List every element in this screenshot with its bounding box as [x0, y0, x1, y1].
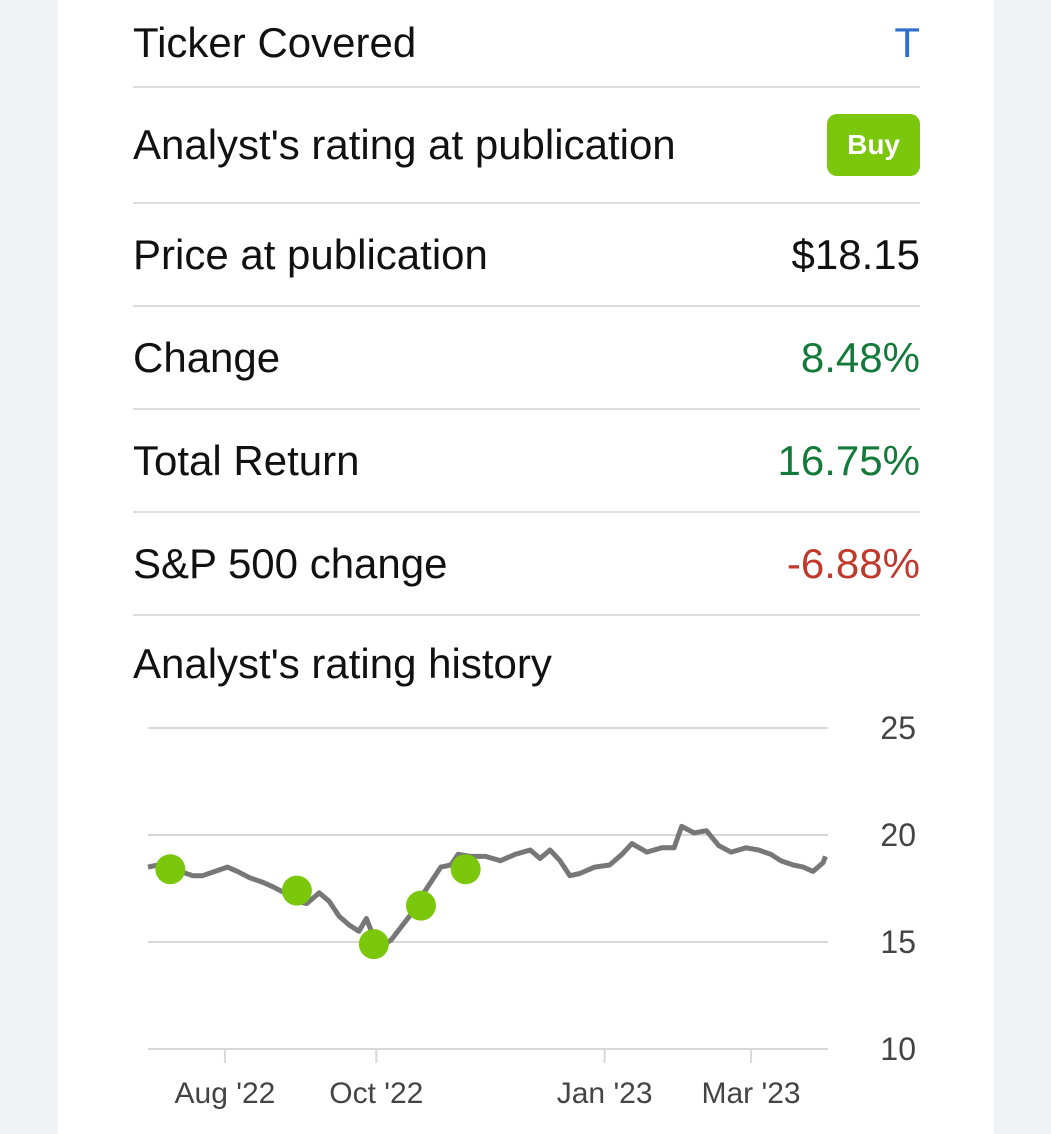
y-tick-label: 10 — [880, 1031, 916, 1067]
price-row: Price at publication $18.15 — [133, 204, 920, 307]
total-return-label: Total Return — [133, 436, 360, 484]
sp500-label: S&P 500 change — [133, 539, 448, 587]
ticker-label: Ticker Covered — [133, 19, 417, 66]
rating-history-title: Analyst's rating history — [133, 640, 552, 687]
x-tick-label: Oct '22 — [329, 1077, 423, 1110]
rating-marker — [155, 854, 186, 885]
rating-marker — [358, 929, 389, 960]
total-return-value: 16.75% — [777, 436, 920, 484]
change-value: 8.48% — [800, 333, 920, 381]
rating-label: Analyst's rating at publication — [133, 121, 676, 168]
change-row: Change 8.48% — [133, 307, 920, 410]
ticker-row: Ticker Covered T — [133, 0, 920, 88]
total-return-row: Total Return 16.75% — [133, 410, 920, 513]
article-summary-card: Ticker Covered T Analyst's rating at pub… — [58, 0, 994, 1134]
rating-badge: Buy — [827, 114, 920, 176]
rating-marker — [450, 854, 481, 885]
y-tick-label: 25 — [880, 710, 916, 746]
price-label: Price at publication — [133, 230, 488, 278]
change-label: Change — [133, 333, 281, 381]
x-tick-label: Mar '23 — [702, 1077, 801, 1110]
sp500-value: -6.88% — [786, 539, 920, 587]
sp500-row: S&P 500 change -6.88% — [133, 513, 920, 616]
y-tick-label: 20 — [880, 817, 916, 853]
rating-row: Analyst's rating at publication Buy — [133, 88, 920, 204]
price-value: $18.15 — [791, 230, 920, 278]
y-tick-label: 15 — [880, 924, 916, 960]
x-tick-label: Jan '23 — [557, 1077, 653, 1110]
rating-marker — [281, 875, 312, 906]
ticker-link[interactable]: T — [894, 19, 920, 66]
rating-history-chart: 10 15 20 25 Aug '22 Oct '22 Jan '23 Mar '23 — [147, 710, 916, 1110]
x-tick-label: Aug '22 — [175, 1077, 276, 1110]
rating-marker — [405, 890, 436, 921]
price-series-line — [147, 823, 828, 949]
